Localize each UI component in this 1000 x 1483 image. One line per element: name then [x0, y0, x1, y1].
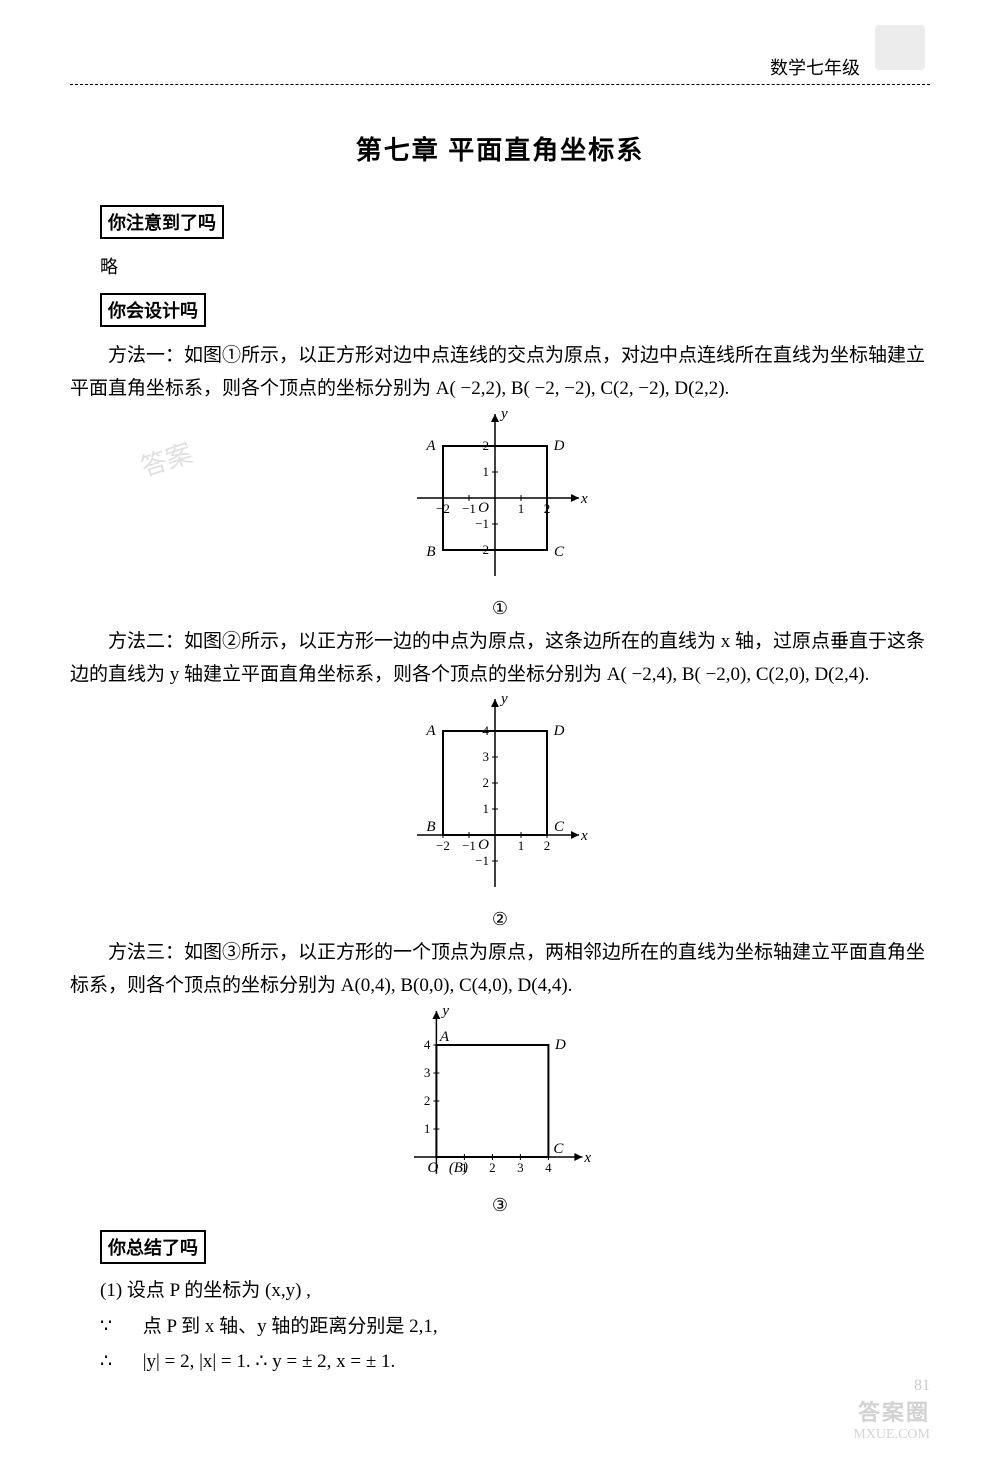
- svg-text:x: x: [580, 491, 588, 507]
- figure2: −2−112−11234OxyABCD: [407, 695, 593, 902]
- method1-text: 方法一：如图①所示，以正方形对边中点连线的交点为原点，对边中点连线所在直线为坐标…: [70, 339, 930, 406]
- svg-text:1: 1: [424, 1121, 431, 1136]
- section-design-label: 你会设计吗: [100, 293, 206, 327]
- figure1-container: −2−112−2−112OxyABCD: [70, 410, 930, 596]
- svg-text:2: 2: [424, 1093, 431, 1108]
- svg-text:2: 2: [489, 1160, 496, 1175]
- svg-text:x: x: [580, 828, 588, 844]
- svg-text:(B): (B): [449, 1160, 468, 1176]
- page-number: 81: [853, 1377, 930, 1395]
- summary-line3: ∴ |y| = 2, |x| = 1. ∴ y = ± 2, x = ± 1.: [100, 1345, 930, 1378]
- header-stamp-image: [870, 20, 930, 75]
- svg-text:D: D: [554, 1037, 566, 1053]
- chapter-title: 第七章 平面直角坐标系: [70, 130, 930, 167]
- svg-text:−1: −1: [462, 838, 476, 853]
- page-watermark: 81 答案圈 MXUE.COM: [853, 1377, 930, 1443]
- figure3-caption: ③: [70, 1195, 930, 1216]
- figure1: −2−112−2−112OxyABCD: [407, 410, 593, 591]
- svg-text:O: O: [427, 1160, 438, 1176]
- watermark-url: MXUE.COM: [853, 1427, 930, 1443]
- svg-text:C: C: [554, 544, 565, 560]
- figure2-caption: ②: [70, 909, 930, 930]
- svg-text:A: A: [425, 723, 436, 739]
- header-subject-grade: 数学七年级: [770, 54, 860, 80]
- summary-line1: (1) 设点 P 的坐标为 (x,y) ,: [100, 1274, 930, 1307]
- svg-text:A: A: [439, 1029, 450, 1045]
- figure3: 12341234OxyA(B)CD: [404, 1007, 596, 1189]
- figure1-caption: ①: [70, 598, 930, 619]
- watermark-brand: 答案圈: [853, 1395, 930, 1427]
- svg-text:A: A: [425, 438, 436, 454]
- svg-text:2: 2: [544, 838, 551, 853]
- svg-text:4: 4: [424, 1037, 431, 1052]
- method2-text: 方法二：如图②所示，以正方形一边的中点为原点，这条边所在的直线为 x 轴，过原点…: [70, 625, 930, 692]
- svg-text:3: 3: [483, 749, 490, 764]
- section-summary-label: 你总结了吗: [100, 1230, 206, 1264]
- method3-text: 方法三：如图③所示，以正方形的一个顶点为原点，两相邻边所在的直线为坐标轴建立平面…: [70, 936, 930, 1003]
- svg-text:−1: −1: [475, 853, 489, 868]
- svg-text:2: 2: [483, 775, 490, 790]
- therefore-symbol: ∴: [100, 1345, 138, 1378]
- svg-text:D: D: [553, 723, 565, 739]
- svg-text:1: 1: [518, 838, 525, 853]
- svg-text:−2: −2: [436, 838, 450, 853]
- svg-text:1: 1: [483, 464, 490, 479]
- summary-line2: ∵ 点 P 到 x 轴、y 轴的距离分别是 2,1,: [100, 1310, 930, 1343]
- figure3-container: 12341234OxyA(B)CD: [70, 1007, 930, 1194]
- figure2-container: −2−112−11234OxyABCD: [70, 695, 930, 907]
- summary-line3-text: |y| = 2, |x| = 1. ∴ y = ± 2, x = ± 1.: [143, 1351, 396, 1372]
- svg-text:3: 3: [424, 1065, 431, 1080]
- svg-text:−1: −1: [475, 516, 489, 531]
- svg-text:y: y: [499, 695, 508, 707]
- svg-text:B: B: [426, 819, 435, 835]
- svg-text:C: C: [554, 819, 565, 835]
- because-symbol: ∵: [100, 1310, 138, 1343]
- summary-line2-text: 点 P 到 x 轴、y 轴的距离分别是 2,1,: [143, 1316, 438, 1337]
- section-notice-label: 你注意到了吗: [100, 205, 224, 239]
- svg-text:4: 4: [545, 1160, 552, 1175]
- header-divider: [70, 84, 930, 85]
- svg-text:D: D: [553, 438, 565, 454]
- svg-text:1: 1: [518, 501, 525, 516]
- svg-text:C: C: [553, 1141, 564, 1157]
- svg-text:B: B: [426, 544, 435, 560]
- svg-text:O: O: [478, 837, 489, 853]
- svg-text:−1: −1: [462, 501, 476, 516]
- section-notice-body: 略: [100, 253, 930, 279]
- svg-text:y: y: [440, 1007, 449, 1019]
- svg-text:x: x: [583, 1150, 591, 1166]
- svg-text:y: y: [499, 410, 508, 422]
- svg-text:3: 3: [517, 1160, 524, 1175]
- svg-text:O: O: [478, 500, 489, 516]
- svg-text:1: 1: [483, 801, 490, 816]
